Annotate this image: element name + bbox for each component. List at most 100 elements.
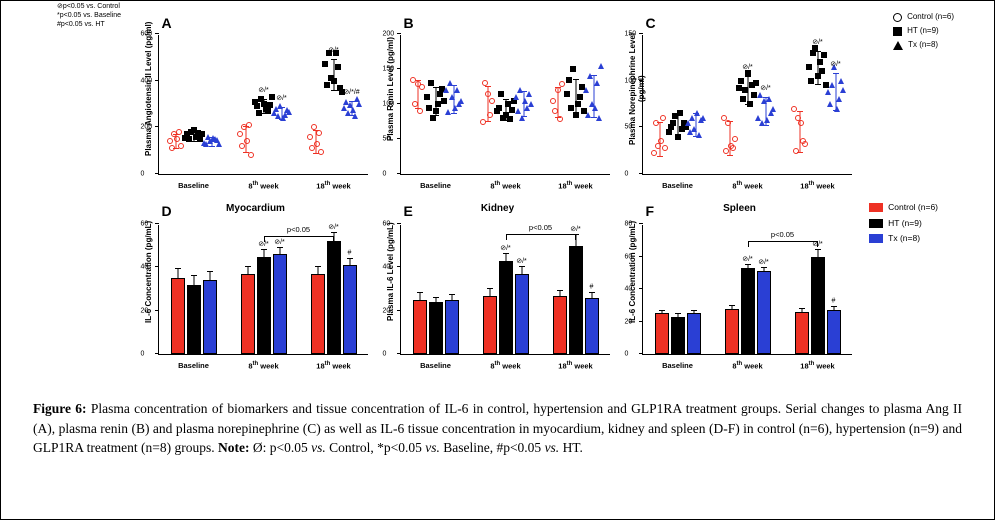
data-point [694, 110, 700, 116]
x-category-label: Baseline [662, 181, 693, 190]
y-tick-label: 100 [383, 101, 395, 108]
error-cap [331, 90, 337, 91]
y-tick-mark [155, 310, 159, 311]
data-point [585, 112, 591, 118]
panel-title: Kidney [481, 203, 514, 214]
y-tick-label: 0 [141, 351, 145, 358]
y-tick-label: 50 [383, 136, 391, 143]
error-cap [589, 292, 595, 293]
data-point [808, 78, 814, 84]
error-cap [331, 232, 337, 233]
y-tick-label: 600 [141, 31, 153, 38]
data-point [568, 105, 574, 111]
error-cap [727, 155, 733, 156]
y-tick-mark [639, 321, 643, 322]
data-point [445, 109, 451, 115]
data-point [583, 87, 589, 93]
data-point [742, 87, 748, 93]
y-tick-mark [155, 223, 159, 224]
data-point [836, 96, 842, 102]
error-cap [557, 290, 563, 291]
x-category-label: 18th week [800, 181, 834, 191]
data-point [419, 84, 425, 90]
legend-item-control: Control (n=6) [893, 11, 954, 23]
data-point [825, 89, 831, 95]
data-point [489, 98, 495, 104]
data-point [277, 103, 283, 109]
p-value-label: p<0.05 [287, 225, 310, 234]
x-category-label: 18th week [316, 361, 350, 371]
y-tick-label: 150 [625, 31, 637, 38]
error-cap [449, 294, 455, 295]
data-point [577, 94, 583, 100]
data-point [430, 115, 436, 121]
error-cap [675, 313, 681, 314]
data-point [817, 59, 823, 65]
error-cap [191, 275, 197, 276]
bar [499, 261, 513, 354]
data-point [747, 101, 753, 107]
y-tick-mark [639, 173, 643, 174]
y-tick-mark [397, 68, 401, 69]
plot-area: 050100150Baseline8th week18th week⊘/*⊘/*… [642, 35, 852, 175]
swatch-ht [869, 219, 883, 228]
data-point [449, 94, 455, 100]
data-point [256, 110, 262, 116]
y-tick-label: 200 [141, 124, 153, 131]
data-point [454, 87, 460, 93]
y-tick-label: 60 [625, 253, 633, 260]
bar [413, 300, 427, 354]
y-tick-label: 20 [625, 318, 633, 325]
significance-marker: ⊘/* [830, 60, 841, 68]
data-point [564, 91, 570, 97]
y-tick-mark [397, 353, 401, 354]
bar [311, 274, 325, 354]
data-point [496, 105, 502, 111]
data-point [269, 94, 275, 100]
legend-item-tx: Tx (n=8) [869, 232, 938, 246]
error-bar [279, 247, 280, 256]
plot-area: 0204060Baseline8th week18th week⊘/*⊘/*⊘/… [400, 225, 610, 355]
panel-title: Spleen [723, 203, 756, 214]
data-point [426, 105, 432, 111]
panel-C: CPlasma Norepinephrine Level (pg/ml)0501… [628, 19, 852, 199]
data-point [812, 45, 818, 51]
bar [811, 257, 825, 355]
data-point [513, 94, 519, 100]
data-point [725, 120, 731, 126]
data-point [331, 78, 337, 84]
y-tick-label: 40 [625, 286, 633, 293]
error-cap [261, 249, 267, 250]
significance-marker: ⊘/* [570, 225, 581, 233]
data-point [753, 80, 759, 86]
error-cap [797, 111, 803, 112]
data-point [658, 138, 664, 144]
data-point [806, 64, 812, 70]
data-point [447, 80, 453, 86]
bar [585, 298, 599, 354]
y-tick-label: 0 [383, 351, 387, 358]
data-point [443, 87, 449, 93]
data-point [700, 115, 706, 121]
data-point [730, 145, 736, 151]
data-point [167, 138, 173, 144]
data-point [318, 149, 324, 155]
bar [741, 268, 755, 354]
error-bar [521, 266, 522, 275]
significance-marker: ⊘/*/# [343, 88, 359, 96]
data-point [596, 115, 602, 121]
panel-letter: A [162, 15, 172, 31]
significance-marker: ⊘/* [274, 238, 285, 246]
bar [569, 246, 583, 354]
error-bar [489, 288, 490, 297]
error-cap [503, 253, 509, 254]
swatch-tx [869, 234, 883, 243]
y-tick-mark [397, 138, 401, 139]
sig-key-line: *p<0.05 vs. Baseline [57, 12, 121, 21]
data-point [417, 108, 423, 114]
error-cap [277, 247, 283, 248]
significance-marker: ⊘/* [258, 86, 269, 94]
data-point [552, 108, 558, 114]
p-value-bracket [264, 236, 334, 237]
legend-item-control: Control (n=6) [869, 201, 938, 215]
